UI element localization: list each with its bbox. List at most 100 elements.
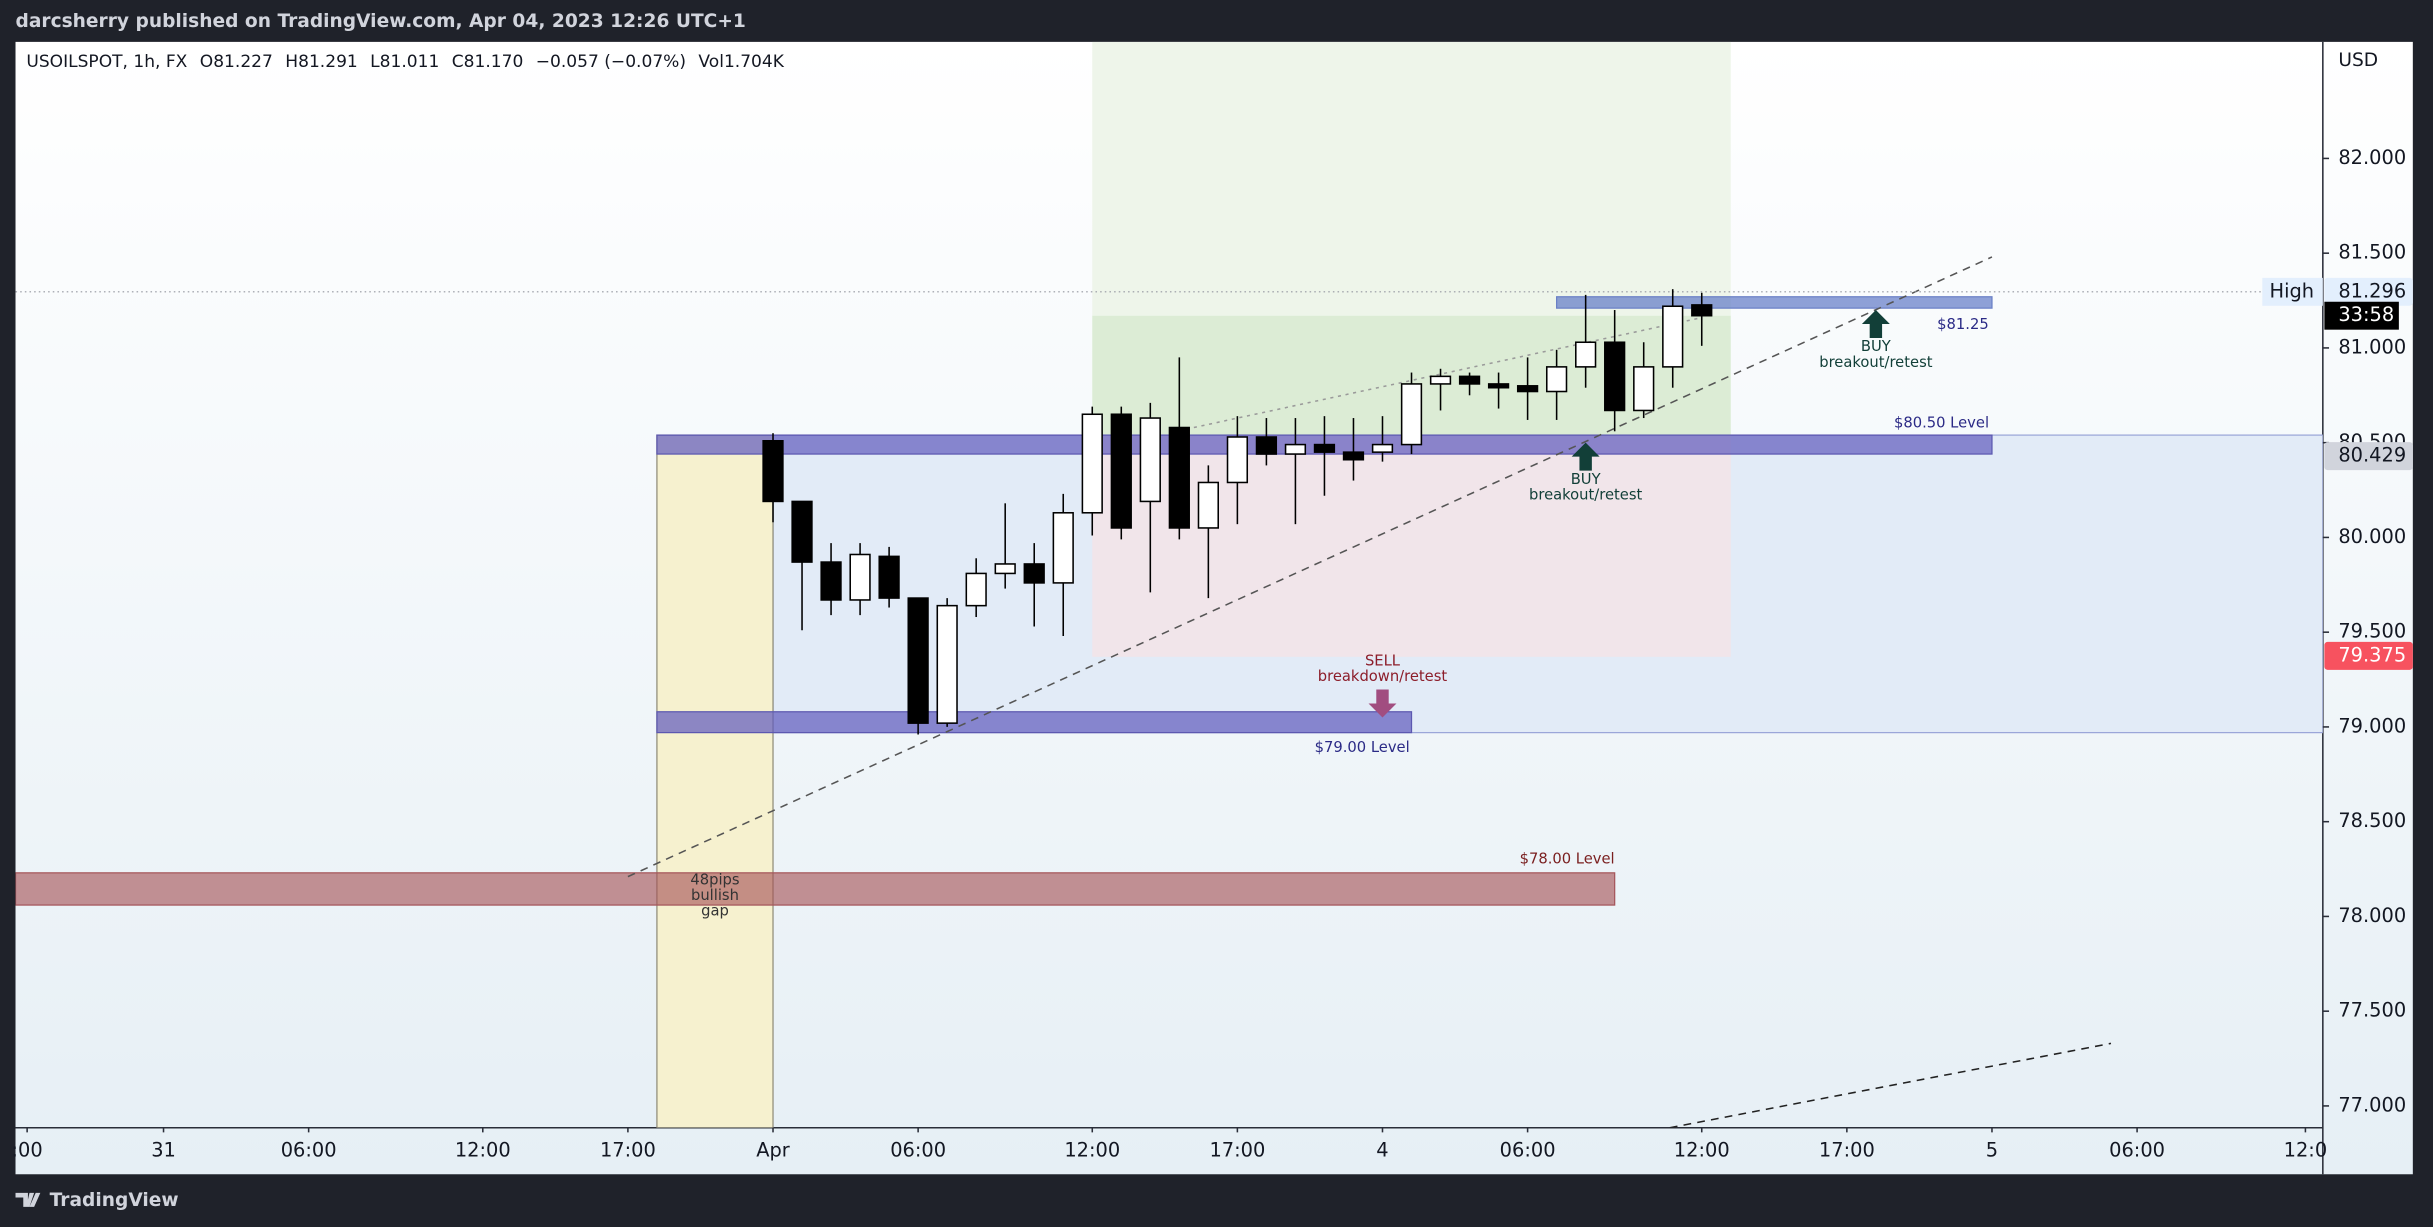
annotation-text: BUY: [1861, 338, 1892, 355]
annotation-text: 48pips: [690, 871, 739, 888]
brand[interactable]: TradingView: [50, 1190, 179, 1211]
annotation-text: BUY: [1571, 471, 1602, 488]
x-tick-label: 06:00: [1500, 1138, 1556, 1161]
candle-body: [936, 604, 958, 724]
annotation-text: $78.00 Level: [1520, 851, 1615, 868]
price-label-box: [2324, 442, 2413, 471]
brand-logo: [15, 1192, 41, 1207]
x-tick-label: 17:00: [1819, 1138, 1875, 1161]
candle-body: [878, 555, 900, 599]
price-label: 80.429: [2338, 444, 2406, 467]
candle-body: [1575, 341, 1597, 368]
y-tick-label: 78.500: [2338, 809, 2406, 832]
y-tick-label: 79.500: [2338, 620, 2406, 643]
plot: BUYbreakout/retestBUYbreakout/retestSELL…: [15, 41, 2323, 1128]
candle-body: [1023, 563, 1045, 584]
legend-close: C81.170: [452, 52, 524, 72]
annotation-text: $80.50 Level: [1894, 415, 1989, 432]
zone: [656, 711, 1413, 734]
candle-body: [1400, 383, 1423, 446]
x-tick-label: 12:00: [1064, 1138, 1120, 1161]
x-tick-label: 31: [151, 1138, 176, 1161]
zone: [656, 434, 774, 1128]
annotation-text: gap: [701, 902, 729, 919]
zone: [1092, 435, 1731, 657]
annotation-text: SELL: [1365, 653, 1401, 670]
annotation-text: $79.00 Level: [1315, 739, 1410, 756]
y-tick-label: 80.000: [2338, 525, 2406, 548]
y-tick-label: 79.000: [2338, 714, 2406, 737]
candle-body: [849, 553, 871, 601]
price-label: 81.296: [2338, 279, 2406, 302]
zone: [1092, 41, 1731, 316]
candle-body: [1284, 443, 1307, 455]
candle-body: [1458, 375, 1481, 385]
candle-body: [965, 572, 987, 607]
x-tick-label: 4: [1376, 1138, 1388, 1161]
candle-body: [1197, 481, 1219, 529]
x-tick-label: 06:00: [890, 1138, 946, 1161]
candle-body: [791, 500, 813, 563]
y-tick-label: 78.000: [2338, 904, 2406, 927]
candle-body: [1516, 385, 1539, 393]
annotation-text: $81.25: [1937, 316, 1989, 333]
price-tag: High: [2270, 279, 2315, 302]
annotation-text: breakout/retest: [1819, 354, 1933, 371]
y-tick-label: 82.000: [2338, 146, 2406, 169]
arrow: [1861, 310, 1890, 338]
legend-open: O81.227: [200, 52, 273, 72]
price-label-box: [2324, 277, 2413, 306]
candle-body: [994, 563, 1016, 575]
axes: 77.000 77.500 78.000 78.500 79.000 79.500 80.0…: [12, 146, 2413, 1161]
legend-high: H81.291: [285, 52, 357, 72]
candle-body: [1081, 413, 1103, 514]
trend-line: [1193, 316, 1702, 429]
y-tick-label: 81.000: [2338, 335, 2406, 358]
x-tick-label: 12:0: [2284, 1138, 2328, 1161]
annotation-text: bullish: [691, 887, 739, 904]
trend-line: [627, 256, 1993, 878]
candle-body: [820, 561, 842, 601]
candle-body: [1342, 451, 1365, 461]
zone: [15, 872, 1616, 906]
x-tick-label: 5: [1986, 1138, 1998, 1161]
x-tick-label: 17:00: [1209, 1138, 1265, 1161]
price-label-box: [2324, 641, 2413, 670]
candle-body: [1255, 436, 1278, 455]
candle-body: [1691, 304, 1713, 317]
currency: USD: [2338, 50, 2378, 71]
candle-body: [762, 440, 784, 503]
legend-change: −0.057 (−0.07%): [536, 52, 686, 72]
candle-body: [1662, 305, 1684, 368]
x-tick-label: 17:00: [600, 1138, 656, 1161]
y-tick-label: 77.000: [2338, 1093, 2406, 1116]
candle-body: [1604, 341, 1626, 412]
candle-body: [1313, 443, 1336, 453]
candle-body: [1371, 443, 1394, 453]
legend-low: L81.011: [370, 52, 439, 72]
x-tick-label: Apr: [756, 1138, 790, 1161]
candle-body: [1052, 512, 1074, 584]
y-tick-label: 77.500: [2338, 999, 2406, 1022]
legend-volume: Vol1.704K: [698, 52, 784, 72]
candle-body: [1487, 383, 1510, 389]
trend-line: [1669, 1042, 2112, 1128]
countdown-box: [2324, 301, 2399, 330]
x-tick-label: 12:00: [1674, 1138, 1730, 1161]
x-tick-label: :00: [12, 1138, 43, 1161]
candle-body: [1226, 436, 1249, 484]
publisher: darcsherry published on TradingView.com,…: [16, 11, 746, 32]
candle-body: [1633, 366, 1655, 412]
annotation-text: breakout/retest: [1529, 486, 1643, 503]
x-tick-label: 06:00: [281, 1138, 337, 1161]
candle-body: [1429, 375, 1452, 385]
y-tick-label: 81.500: [2338, 241, 2406, 264]
candle-body: [1545, 366, 1568, 393]
price-label: 79.375: [2338, 643, 2406, 666]
zone: [1556, 296, 1993, 309]
symbol: USOILSPOT, 1h, FX: [26, 52, 187, 72]
candle-body: [907, 597, 929, 724]
annotation-text: breakdown/retest: [1318, 668, 1448, 685]
